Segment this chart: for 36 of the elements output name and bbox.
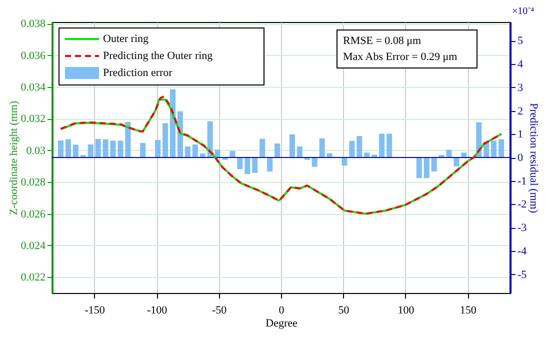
legend-label: Outer ring [103, 33, 150, 45]
x-tick-label: -50 [212, 304, 228, 316]
y-tick-label: 0.038 [20, 18, 46, 30]
text: ×10⁻⁴ [512, 6, 535, 17]
y2-tick-label: -4 [518, 245, 528, 258]
y2-tick-label: -3 [518, 222, 528, 234]
y-tick-label: 0.034 [20, 81, 46, 94]
y2-axis-title: Prediction residual (mm) [528, 103, 540, 214]
y-tick-label: 0.032 [20, 113, 46, 126]
y-tick-label: 0.036 [20, 50, 46, 62]
y2-tick-label: -5 [518, 268, 528, 281]
x-tick-label: 150 [460, 304, 477, 316]
annotation: Max Abs Error = 0.29 μm [343, 51, 458, 63]
legend-label: Predicting the Outer ring [103, 50, 214, 62]
y-tick-label: 0.03 [26, 144, 46, 157]
y-tick-label: 0.022 [20, 272, 46, 284]
y2-tick-label: 2 [518, 105, 523, 118]
x-axis-title: Degree [266, 318, 298, 330]
y-tick-label: 0.028 [20, 176, 46, 189]
y2-tick-label: 4 [518, 58, 524, 71]
y2-tick-label: -1 [518, 175, 527, 188]
x-tick-label: 50 [338, 304, 350, 316]
x-tick-label: -100 [146, 304, 168, 316]
y2-tick-label: 1 [518, 128, 523, 141]
x-tick-label: -150 [84, 304, 106, 316]
x-tick-label: 0 [278, 304, 285, 316]
y-tick-label: 0.024 [20, 240, 46, 252]
x-tick-label: 100 [398, 304, 415, 316]
y2-tick-label: -2 [518, 198, 527, 211]
y2-tick-label: 3 [518, 82, 524, 94]
y-tick-label: 0.026 [20, 208, 46, 220]
y2-tick-label: 0 [518, 152, 524, 164]
y2-tick-label: 5 [518, 35, 524, 48]
legend-label: Prediction error [103, 67, 173, 79]
annotation: RMSE = 0.08 μm [343, 35, 422, 47]
y-axis-title: Z-coordinate height (mm) [8, 100, 20, 216]
